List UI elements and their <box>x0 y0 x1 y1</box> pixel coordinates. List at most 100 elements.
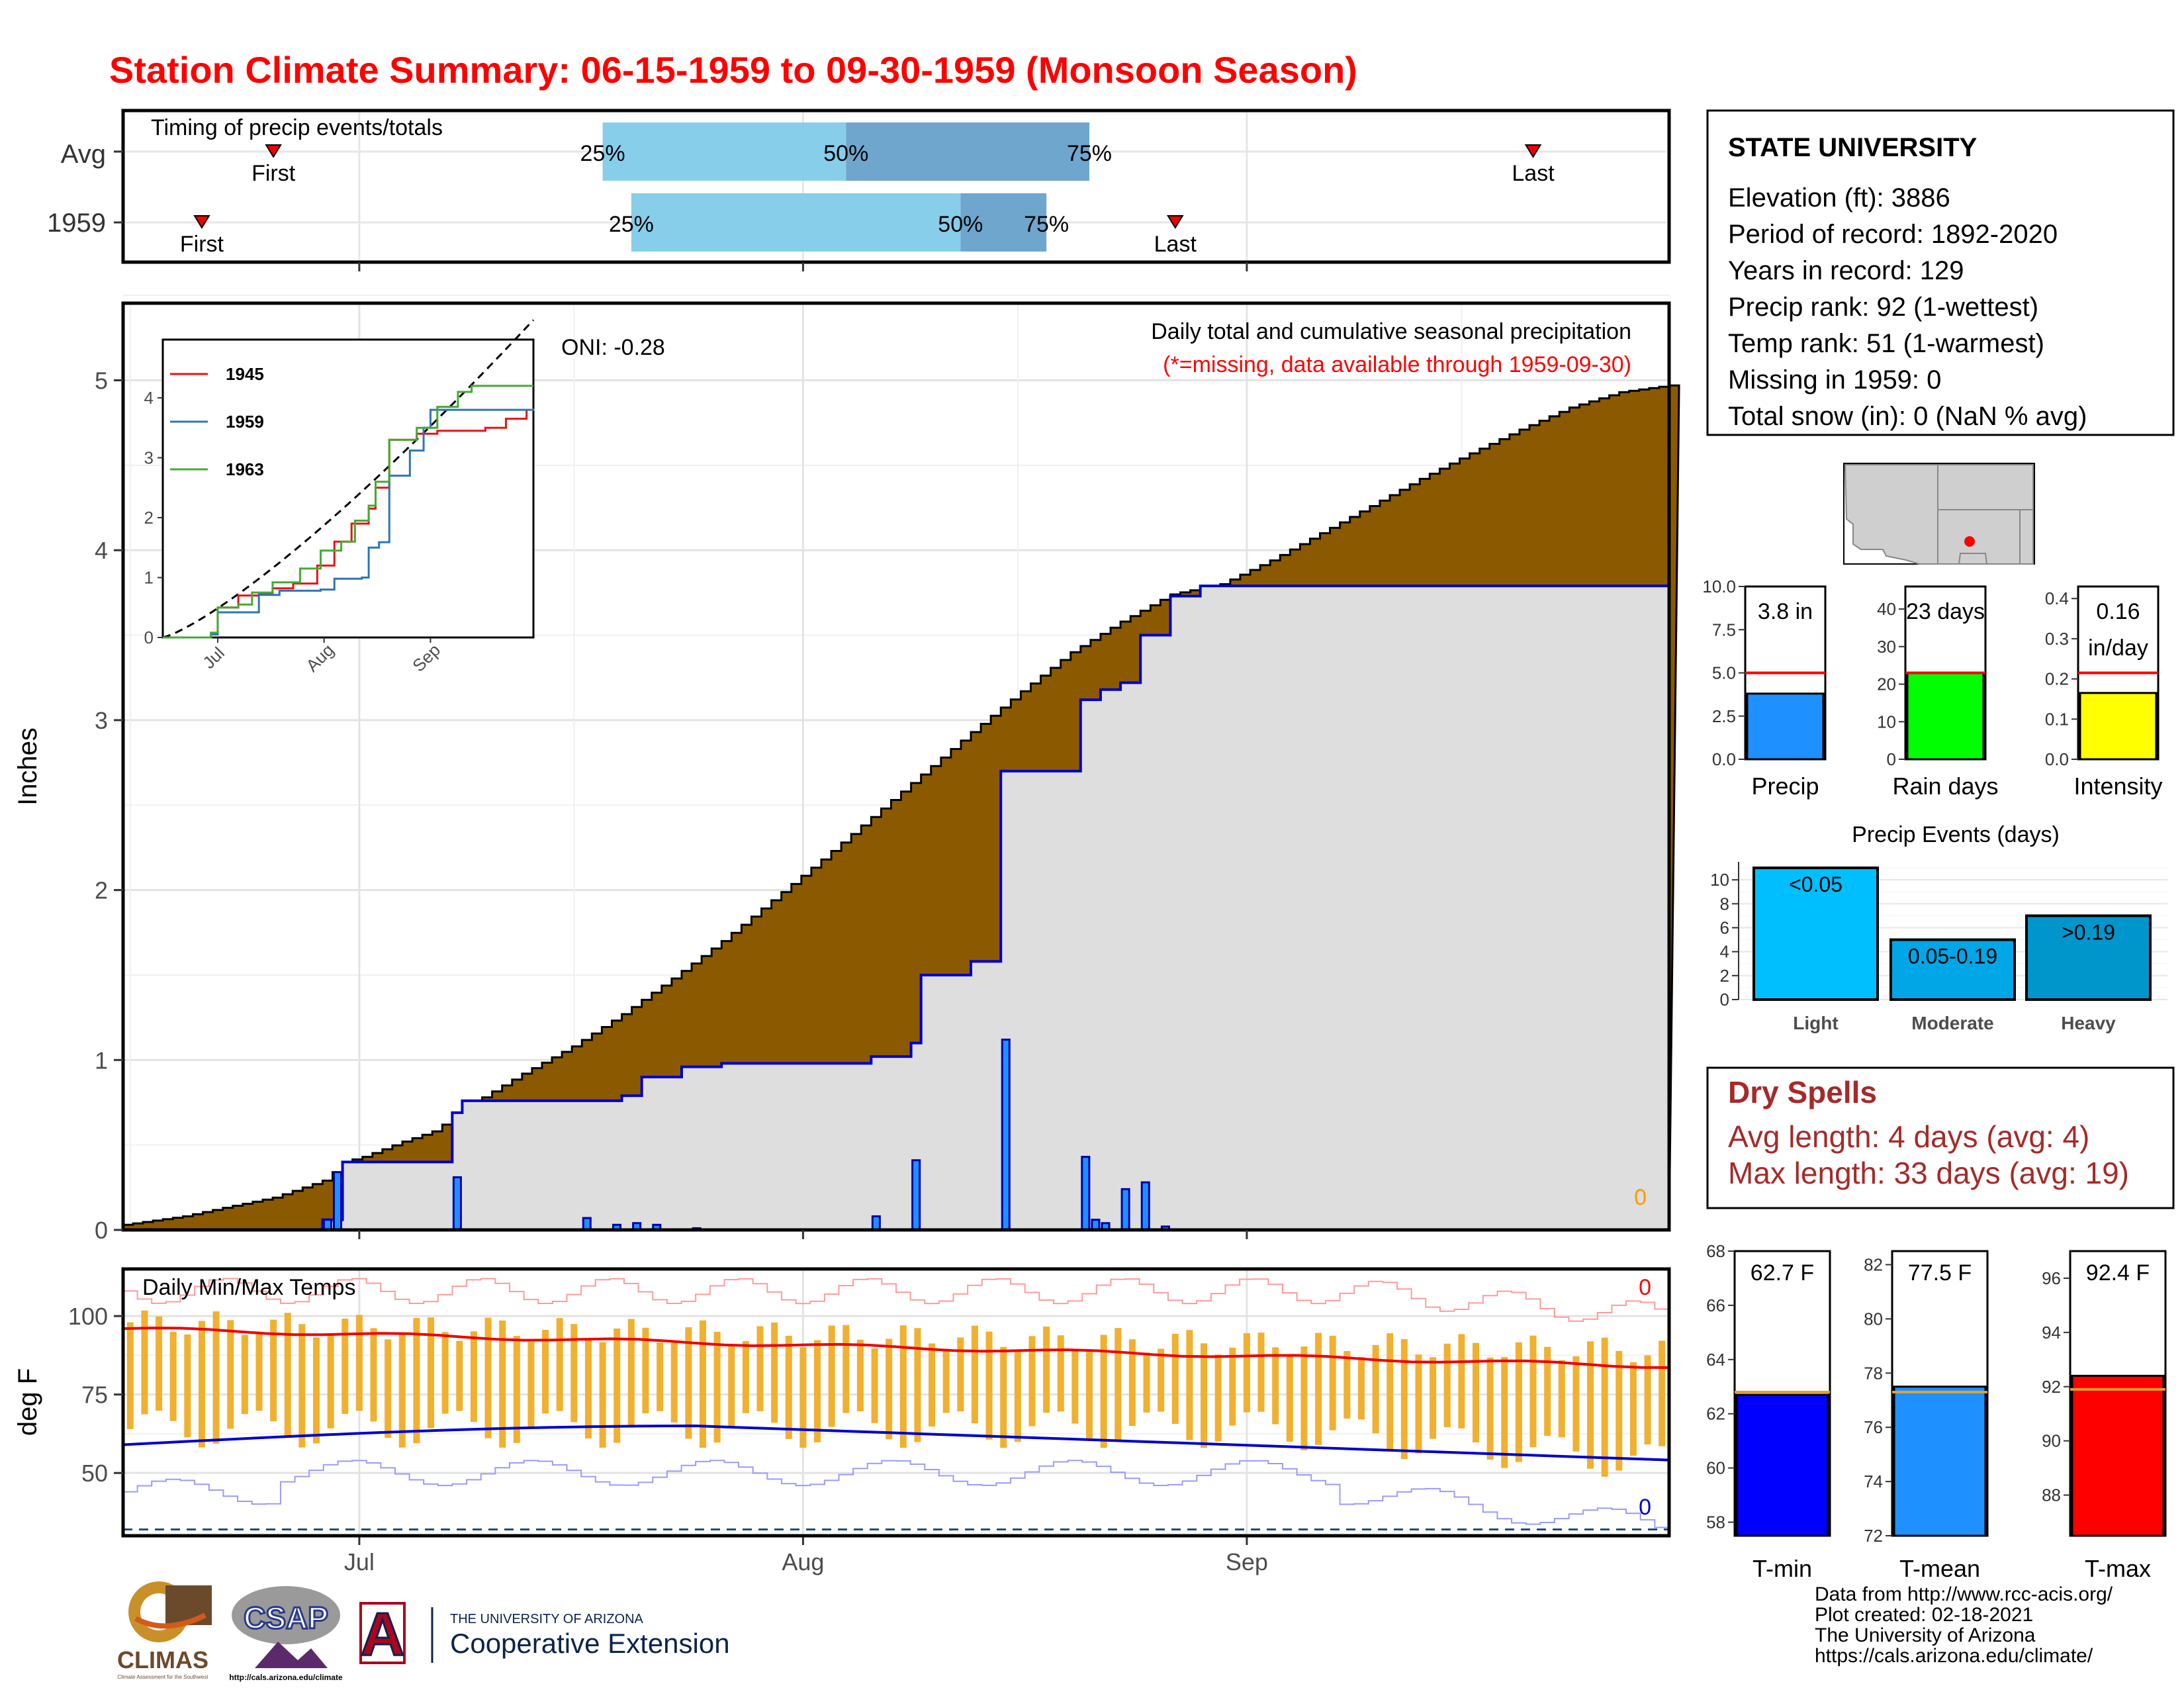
main-precip-panel: 0 1 2 3 4 5 Jul Aug Sep Daily total and cumulat… <box>13 295 1680 1575</box>
daily-temp-range-bar <box>929 1343 936 1427</box>
timing-last-label: Last <box>1512 161 1555 186</box>
climas-logo-subtitle: Climate Assessment for the Southwest <box>118 1674 209 1680</box>
daily-temp-range-bar <box>355 1315 363 1411</box>
temp-summary-value-label: 62.7 F <box>1751 1260 1814 1286</box>
daily-temp-range-bar <box>556 1318 563 1411</box>
timing-last-marker <box>1166 215 1184 229</box>
inset-ytick-label: 2 <box>144 508 154 528</box>
record-min-line <box>123 1460 1669 1528</box>
ua-cooperative-extension-logo: A THE UNIVERSITY OF ARIZONA Cooperative … <box>359 1600 730 1669</box>
daily-temp-range-bar <box>1486 1357 1494 1460</box>
daily-temp-range-bar <box>270 1319 277 1422</box>
temp-ytick-label: 50 <box>81 1460 108 1487</box>
ua-logo-letter: A <box>361 1601 404 1668</box>
missing-count: 0 <box>1634 1185 1647 1210</box>
temp-summary-ytick-label: 68 <box>1706 1241 1725 1261</box>
summary-bar-ytick-label: 0.3 <box>2045 629 2069 649</box>
daily-temp-range-bar <box>1515 1342 1522 1462</box>
daily-temp-range-bar <box>614 1328 621 1443</box>
summary-bar-ytick-label: 30 <box>1877 637 1896 657</box>
daily-temp-range-bar <box>886 1338 893 1440</box>
csap-logo: CSAP http://cals.arizona.edu/climate <box>229 1586 343 1682</box>
temp-summary-ytick-label: 82 <box>1864 1254 1883 1274</box>
daily-temp-range-bar <box>1501 1356 1508 1468</box>
temp-ylabel: deg F <box>13 1368 42 1436</box>
daily-temp-range-bar <box>1043 1326 1050 1413</box>
missing-max-count: 0 <box>1639 1275 1651 1300</box>
precip-events-title: Precip Events (days) <box>1852 822 2060 847</box>
timing-last-label: Last <box>1154 232 1197 257</box>
daily-temp-range-bar <box>570 1324 578 1423</box>
daily-temp-range-bar <box>957 1337 964 1412</box>
station-location-marker <box>1964 536 1975 547</box>
summary-bar-ytick-label: 0 <box>1887 749 1896 769</box>
timing-q25-label: 25% <box>580 141 625 166</box>
daily-temp-range-bar <box>1014 1349 1021 1442</box>
timing-quartile-bar-upper <box>960 193 1047 252</box>
daily-temp-range-bar <box>470 1331 477 1422</box>
precip-event-category: Heavy <box>2061 1013 2116 1033</box>
daily-temp-range-bar <box>1243 1333 1250 1413</box>
daily-temp-range-bar <box>255 1334 263 1411</box>
inset-series-line-1959 <box>163 408 535 639</box>
daily-precip-bar <box>452 1176 462 1231</box>
ua-logo-line2: Cooperative Extension <box>450 1628 730 1659</box>
missing-min-count: 0 <box>1639 1495 1651 1520</box>
daily-temp-range-bar <box>184 1334 191 1438</box>
timing-row-year-label: 1959 <box>47 209 106 238</box>
precip-events-chart: Precip Events (days) 0 2 4 6 8 10 <0.05 Light 0.… <box>1710 822 2167 1033</box>
daily-temp-range-bar <box>1372 1344 1379 1434</box>
daily-temp-range-bar <box>1086 1349 1093 1440</box>
footer-line-3: The University of Arizona <box>1815 1624 2036 1646</box>
info-line: Temp rank: 51 (1-warmest) <box>1728 329 2044 358</box>
timing-q25-label: 25% <box>609 212 654 237</box>
daily-temp-range-bar <box>1329 1335 1336 1430</box>
daily-temp-range-bar <box>899 1325 907 1448</box>
daily-temp-range-bar <box>771 1322 778 1423</box>
summary-bar-ytick-label: 5.0 <box>1712 663 1736 683</box>
temp-summary-ytick-label: 72 <box>1864 1526 1883 1546</box>
info-line: Total snow (in): 0 (NaN % avg) <box>1728 402 2087 431</box>
precip-event-bar <box>1752 867 1879 1001</box>
precip-event-bar <box>1889 938 2016 1001</box>
summary-bar-ytick-label: 0.0 <box>1712 749 1736 769</box>
daily-temp-range-bar <box>484 1317 492 1438</box>
info-line: Missing in 1959: 0 <box>1728 365 1941 395</box>
daily-temp-range-bar <box>584 1339 592 1439</box>
footer-line-1: Data from http://www.rcc-acis.org/ <box>1815 1583 2113 1605</box>
timing-first-marker <box>265 144 282 158</box>
temp-summary-ytick-label: 76 <box>1864 1417 1883 1437</box>
timing-panel-label: Timing of precip events/totals <box>151 115 443 140</box>
daily-temp-range-bar <box>942 1349 950 1413</box>
info-line: Precip rank: 92 (1-wettest) <box>1728 293 2038 322</box>
inset-series-line-1963 <box>163 385 533 639</box>
temp-summary-bar-T-mean <box>1893 1385 1987 1537</box>
daily-temp-range-bar <box>1601 1337 1608 1477</box>
summary-bar-ytick-label: 10.0 <box>1702 577 1736 596</box>
timing-first-marker <box>193 215 210 229</box>
daily-temp-range-bar <box>713 1331 721 1443</box>
daily-temp-range-bar <box>227 1320 234 1429</box>
daily-temp-range-bar <box>1115 1328 1122 1442</box>
timing-last-marker <box>1524 144 1542 158</box>
main-ytick-label: 1 <box>95 1047 108 1074</box>
main-ylabel: Inches <box>13 727 42 806</box>
temp-summary-ytick-label: 88 <box>2042 1485 2061 1505</box>
temp-summary-ytick-label: 66 <box>1706 1295 1725 1315</box>
main-panel-note: (*=missing, data available through 1959-… <box>1163 352 1631 377</box>
daily-temp-range-bar <box>1186 1330 1193 1440</box>
daily-temp-range-bar <box>156 1316 163 1411</box>
summary-bar-ytick-label: 0.1 <box>2045 709 2069 729</box>
daily-temp-range-bar <box>1229 1347 1236 1426</box>
summary-bar-value-label: 23 days <box>1906 599 1985 624</box>
x-month-label: Jul <box>344 1548 375 1575</box>
footer-line-2: Plot created: 02-18-2021 <box>1815 1604 2033 1626</box>
temp-summary-ytick-label: 78 <box>1864 1363 1883 1383</box>
cumulative-observed-line <box>123 585 1669 1231</box>
daily-temp-range-bar <box>1430 1357 1437 1439</box>
summary-bar-ytick-label: 20 <box>1877 675 1896 694</box>
footer-credits: Data from http://www.rcc-acis.org/ Plot … <box>1815 1583 2113 1667</box>
daily-precip-bar <box>1140 1181 1150 1231</box>
summary-bar-ytick-label: 40 <box>1877 599 1896 619</box>
